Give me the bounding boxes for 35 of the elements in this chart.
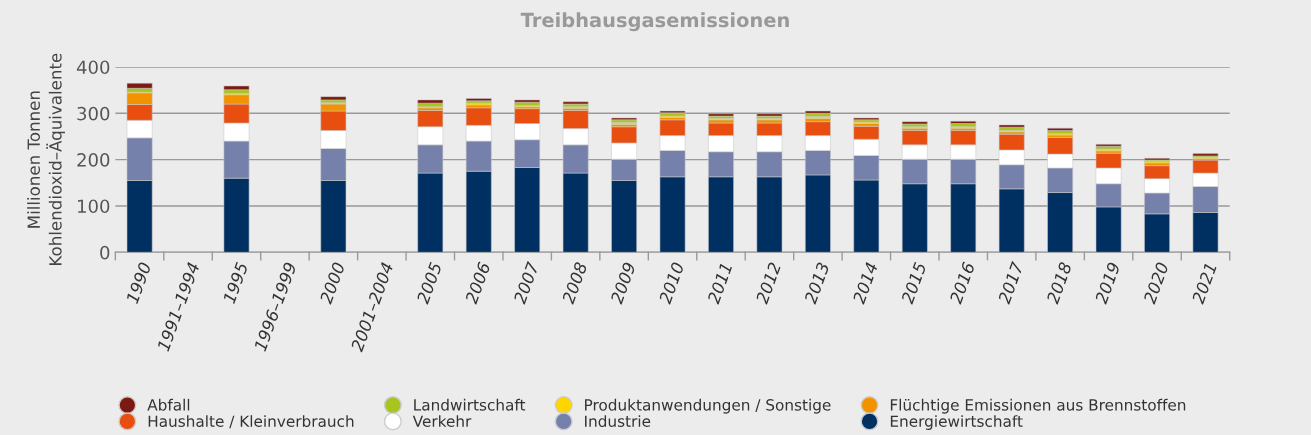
x-tick-label: 2011: [706, 263, 733, 305]
x-tick-label: 2005: [416, 261, 443, 305]
y-tick-label: 300: [77, 106, 110, 121]
y-tick-label: 100: [78, 199, 110, 214]
legend-label: Energiewirtschaft: [890, 415, 1023, 430]
y-axis-title: Millionen Tonnen Kohlendioxid–Äquivalente: [27, 53, 65, 265]
x-tick-label: 2020: [1142, 261, 1169, 305]
legend-label: Flüchtige Emissionen aus Brennstoffen: [890, 398, 1186, 414]
y-tick-label: 400: [76, 60, 110, 75]
x-tick-label: 2013: [803, 261, 830, 305]
legend-label: Abfall: [147, 398, 190, 411]
x-tick-label: 2021: [1191, 263, 1217, 305]
chart-title: Treibhausgasemissionen: [520, 12, 789, 32]
x-tick-label: 2018: [1045, 261, 1073, 305]
legend-label: Industrie: [585, 415, 651, 427]
x-tick-label: 2017: [997, 260, 1024, 305]
legend-label: Verkehr: [412, 415, 472, 427]
x-tick-label: 2007: [512, 260, 540, 305]
y-tick-label: 0: [100, 245, 110, 260]
x-tick-label: 2016: [949, 261, 976, 305]
x-tick-label: 2006: [464, 261, 491, 305]
x-tick-label: 2019: [1094, 261, 1121, 305]
x-tick-label: 2014: [852, 261, 879, 305]
x-tick-label: 2015: [900, 261, 927, 305]
x-tick-label: 2000: [319, 261, 346, 305]
x-tick-label: 2010: [658, 261, 685, 305]
x-tick-label: 2008: [561, 261, 588, 305]
x-tick-label: 2009: [609, 261, 636, 305]
x-tick-label: 1990: [125, 261, 152, 305]
legend-label: Haushalte / Kleinverbrauch: [148, 415, 354, 429]
legend-label: Landwirtschaft: [414, 398, 526, 411]
x-tick-label: 1995: [222, 261, 249, 305]
legend-label: Produktanwendungen / Sonstige: [585, 398, 831, 414]
x-tick-label: 2012: [755, 261, 782, 305]
y-tick-label: 200: [77, 153, 110, 167]
